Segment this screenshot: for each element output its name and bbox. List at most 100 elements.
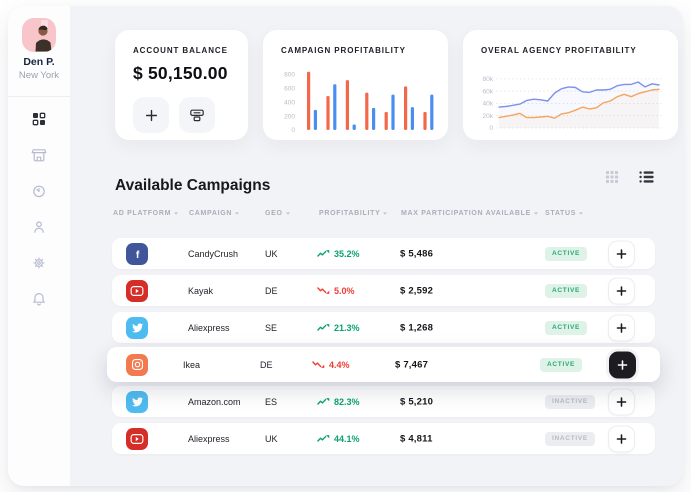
column-header-status[interactable]: STATUS [545, 210, 584, 217]
sort-caret-icon [235, 212, 240, 217]
status-badge: ACTIVE [545, 283, 588, 298]
user-name: Den P. [23, 56, 55, 68]
campaign-profitability: 21.3% [317, 323, 360, 333]
svg-text:600: 600 [284, 86, 295, 93]
sort-caret-icon [383, 212, 388, 217]
sort-caret-icon [579, 212, 584, 217]
withdraw-icon [190, 109, 204, 122]
balance-value: $ 50,150.00 [133, 63, 228, 83]
campaign-row-aliexpress[interactable]: Aliexpress UK 44.1% $ 4,811 INACTIVE [112, 423, 655, 454]
campaign-name: CandyCrush [188, 248, 239, 259]
column-header-geo[interactable]: GEO [265, 210, 290, 217]
user-location: New York [18, 70, 60, 81]
twitter-icon [126, 316, 148, 339]
add-campaign-button[interactable] [608, 425, 635, 452]
status-badge: ACTIVE [545, 246, 588, 261]
status-badge: ACTIVE [540, 357, 583, 372]
history-icon [31, 183, 47, 204]
campaign-row-kayak[interactable]: Kayak DE 5.0% $ 2,592 ACTIVE [112, 275, 655, 306]
grid-view-icon [606, 171, 618, 183]
campaign-row-aliexpress[interactable]: Aliexpress SE 21.3% $ 1,268 ACTIVE [112, 312, 655, 343]
add-campaign-button[interactable] [609, 351, 636, 378]
campaign-row-candycrush[interactable]: f CandyCrush UK 35.2% $ 5,486 ACTIVE [112, 238, 655, 269]
column-header-ad-platform[interactable]: AD PLATFORM [113, 210, 179, 217]
sidebar-item-settings[interactable] [25, 251, 53, 279]
sidebar-item-dashboard[interactable] [25, 107, 53, 135]
withdraw-button[interactable] [179, 97, 215, 133]
list-view-button[interactable] [637, 168, 655, 186]
trend-up-icon [317, 324, 330, 331]
sidebar-item-history[interactable] [25, 179, 53, 207]
campaign-max-participation: $ 2,592 [400, 285, 434, 296]
add-campaign-button[interactable] [608, 277, 635, 304]
plus-icon [616, 285, 627, 296]
campaign-max-participation: $ 1,268 [400, 322, 434, 333]
list-view-icon [638, 171, 654, 183]
campaign-geo: DE [265, 285, 278, 296]
add-campaign-button[interactable] [608, 240, 635, 267]
avatar-photo [35, 20, 52, 52]
campaign-geo: ES [265, 396, 278, 407]
svg-text:800: 800 [284, 72, 295, 79]
campaign-name: Kayak [188, 285, 214, 296]
youtube-icon [126, 427, 148, 450]
top-up-button[interactable] [133, 97, 169, 133]
youtube-icon [126, 279, 148, 302]
svg-text:400: 400 [284, 99, 295, 106]
plus-icon [145, 109, 157, 121]
campaign-profitability: 35.2% [317, 249, 360, 259]
campaign-profitability: 4.4% [312, 360, 350, 370]
campaign-row-ikea[interactable]: Ikea DE 4.4% $ 7,467 ACTIVE [107, 347, 660, 382]
campaign-geo: UK [265, 248, 278, 259]
column-header-profitability[interactable]: PROFITABILITY [319, 210, 388, 217]
line-chart: 0 20k 40k 60k 80k [483, 76, 662, 132]
plus-icon [616, 433, 627, 444]
campaign-geo: UK [265, 433, 278, 444]
add-campaign-button[interactable] [608, 314, 635, 341]
line-chart-title: OVERAL AGENCY PROFITABILITY [481, 46, 637, 55]
section-title: Available Campaigns [115, 176, 271, 194]
trend-down-icon [312, 361, 325, 368]
add-campaign-button[interactable] [608, 388, 635, 415]
table-header: AD PLATFORM CAMPAIGN GEO PROFITABILITY MAX P… [8, 210, 683, 222]
column-header-max-participation-available[interactable]: MAX PARTICIPATION AVAILABLE [401, 210, 538, 217]
campaign-name: Aliexpress [188, 322, 230, 333]
svg-text:40k: 40k [483, 101, 494, 108]
grid-view-button[interactable] [603, 168, 621, 186]
svg-text:f: f [136, 249, 140, 261]
plus-icon [616, 322, 627, 333]
avatar[interactable] [22, 18, 56, 52]
svg-text:200: 200 [284, 113, 295, 120]
trend-up-icon [317, 435, 330, 442]
dashboard: Den P. New York ACCOUNT BALANCE $ 50,150… [8, 6, 683, 486]
campaign-profitability: 5.0% [317, 286, 355, 296]
campaigns-table: f CandyCrush UK 35.2% $ 5,486 ACTIVE Kayak DE 5.… [8, 238, 683, 466]
bar-chart-title: CAMPAIGN PROFITABILITY [281, 46, 406, 55]
campaign-max-participation: $ 5,486 [400, 248, 434, 259]
plus-icon [616, 396, 627, 407]
trend-down-icon [317, 287, 330, 294]
sidebar: Den P. New York [8, 6, 70, 486]
svg-text:60k: 60k [483, 88, 494, 95]
sidebar-divider [8, 96, 70, 97]
sidebar-item-profile[interactable] [25, 215, 53, 243]
dashboard-icon [31, 111, 47, 132]
campaign-profitability: 44.1% [317, 434, 360, 444]
notifications-icon [31, 291, 47, 312]
bar-chart: 0 200 400 600 800 [284, 72, 434, 134]
sort-caret-icon [285, 212, 290, 217]
twitter-icon [126, 390, 148, 413]
campaign-geo: DE [260, 359, 273, 370]
facebook-icon: f [126, 242, 148, 265]
balance-label: ACCOUNT BALANCE [133, 46, 228, 55]
campaign-geo: SE [265, 322, 278, 333]
sidebar-item-notifications[interactable] [25, 287, 53, 315]
balance-actions [133, 97, 248, 133]
status-badge: ACTIVE [545, 320, 588, 335]
svg-text:0: 0 [291, 127, 295, 134]
column-header-campaign[interactable]: CAMPAIGN [189, 210, 240, 217]
trend-up-icon [317, 398, 330, 405]
campaign-name: Ikea [183, 359, 201, 370]
campaign-row-amazon-com[interactable]: Amazon.com ES 82.3% $ 5,210 INACTIVE [112, 386, 655, 417]
sidebar-item-store[interactable] [25, 143, 53, 171]
